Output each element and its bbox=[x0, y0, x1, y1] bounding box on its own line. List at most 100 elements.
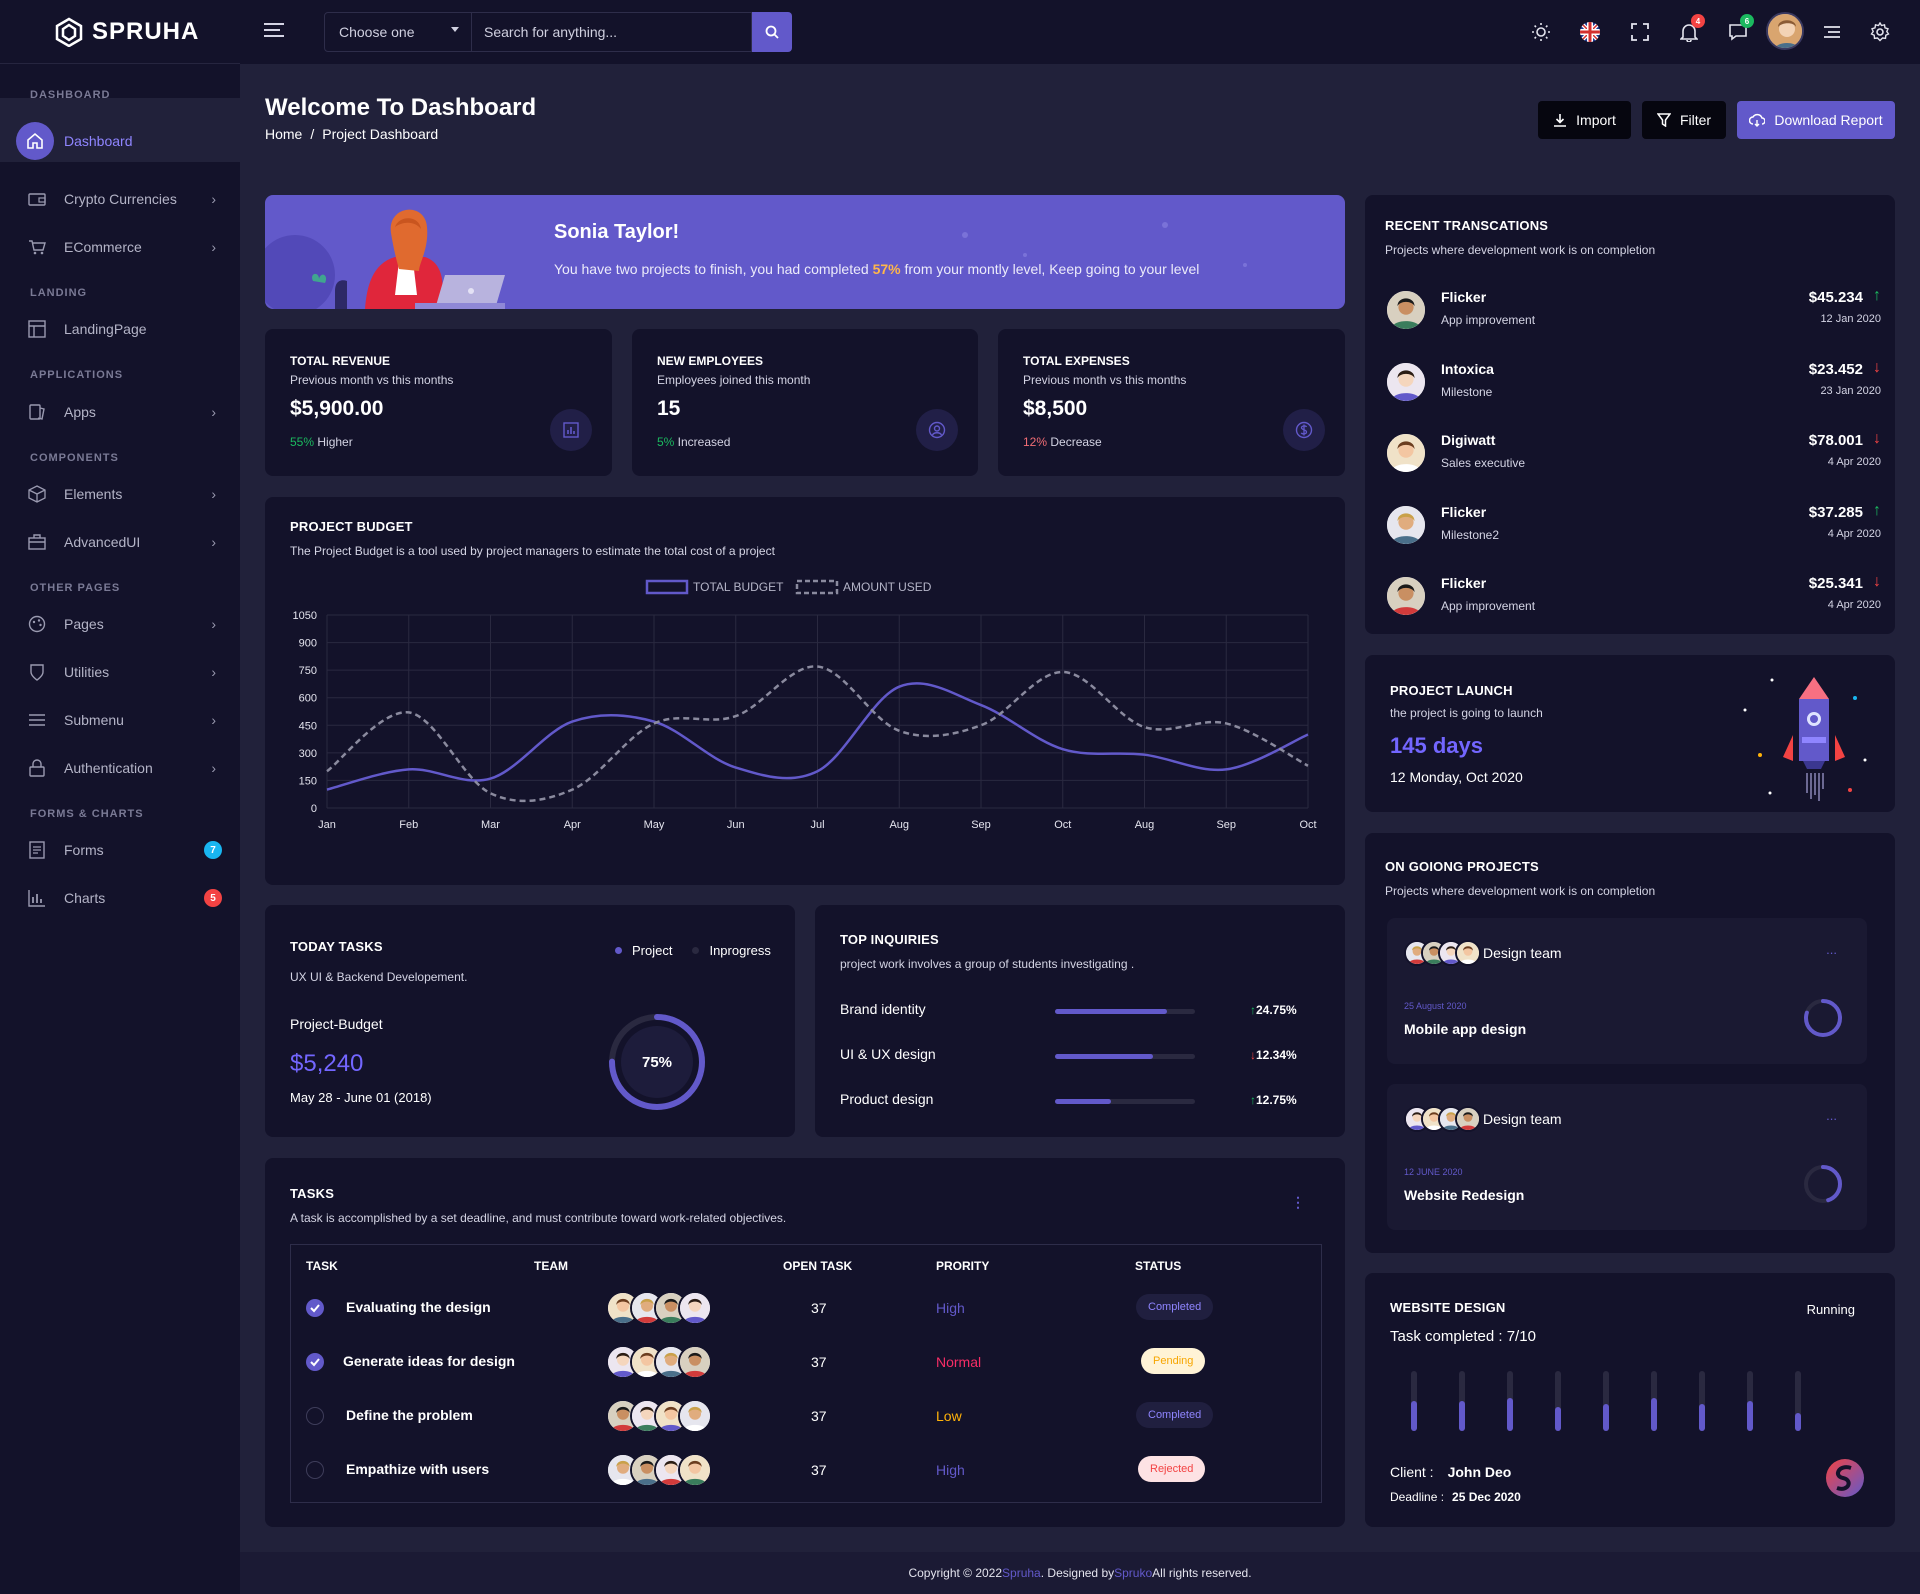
card-title: ON GOIONG PROJECTS bbox=[1385, 859, 1539, 874]
checkbox-checked[interactable] bbox=[306, 1353, 324, 1371]
deadline-value: 25 Dec 2020 bbox=[1452, 1490, 1521, 1504]
bar-fill bbox=[1411, 1401, 1417, 1431]
sidebar-item-dashboard[interactable]: Dashboard bbox=[0, 118, 240, 164]
search-placeholder: Search for anything... bbox=[484, 24, 618, 40]
category-select[interactable]: Choose one bbox=[324, 12, 472, 52]
breadcrumb-separator: / bbox=[310, 126, 315, 142]
sidebar-item-label: Apps bbox=[64, 404, 96, 420]
x-tick-label: Oct bbox=[1054, 819, 1071, 831]
checkbox-checked[interactable] bbox=[306, 1299, 324, 1317]
checkbox-unchecked[interactable] bbox=[306, 1461, 324, 1479]
user-avatar[interactable] bbox=[1766, 12, 1804, 50]
stat-percent: 5% bbox=[657, 435, 675, 449]
message-icon[interactable]: 6 bbox=[1724, 14, 1754, 46]
inquiry-bar bbox=[1055, 1009, 1195, 1014]
forms-badge: 7 bbox=[204, 841, 222, 859]
sidebar-item-elements[interactable]: Elements › bbox=[0, 476, 240, 512]
import-button[interactable]: Import bbox=[1538, 101, 1631, 139]
sidebar-item-ecommerce[interactable]: ECommerce › bbox=[0, 229, 240, 265]
chart-legend: Project Inprogress bbox=[615, 943, 771, 958]
sidebar-item-advancedui[interactable]: AdvancedUI › bbox=[0, 524, 240, 560]
open-task-count: 37 bbox=[811, 1408, 827, 1424]
transaction-name: Digiwatt bbox=[1441, 432, 1496, 448]
card-title: TODAY TASKS bbox=[290, 939, 383, 954]
card-title: RECENT TRANSCATIONS bbox=[1385, 218, 1549, 233]
project-budget-card: PROJECT BUDGET The Project Budget is a t… bbox=[265, 497, 1345, 885]
recent-transactions-card: RECENT TRANSCATIONS Projects where devel… bbox=[1365, 195, 1895, 634]
avatar bbox=[1455, 1106, 1481, 1132]
x-tick-label: Jun bbox=[727, 819, 745, 831]
sidebar-item-charts[interactable]: Charts 5 bbox=[0, 880, 240, 916]
more-horizontal-icon[interactable]: ... bbox=[1826, 1108, 1837, 1123]
project-card-mobile-app[interactable]: Design team ... 25 August 2020 Mobile ap… bbox=[1387, 918, 1867, 1064]
uk-flag-icon[interactable] bbox=[1576, 18, 1604, 46]
progress-arc bbox=[1804, 1165, 1842, 1203]
search-input[interactable]: Search for anything... bbox=[472, 12, 752, 52]
project-card-website-redesign[interactable]: Design team ... 12 JUNE 2020 Website Red… bbox=[1387, 1084, 1867, 1230]
stat-percent: 55% bbox=[290, 435, 315, 449]
download-report-label: Download Report bbox=[1774, 112, 1883, 128]
more-vertical-icon[interactable]: ⋮ bbox=[1291, 1194, 1305, 1210]
footer-designed-text: . Designed by bbox=[1040, 1566, 1115, 1580]
avatar bbox=[1455, 940, 1481, 966]
sidebar-right-toggle-icon[interactable] bbox=[1818, 18, 1846, 46]
brand-logo[interactable]: SPRUHA bbox=[0, 0, 240, 64]
transaction-date: 23 Jan 2020 bbox=[1820, 384, 1881, 397]
more-horizontal-icon[interactable]: ... bbox=[1826, 942, 1837, 957]
task-name: Generate ideas for design bbox=[343, 1353, 515, 1369]
transaction-row[interactable]: Flicker App improvement $25.341 ↓ 4 Apr 2020 bbox=[1385, 573, 1881, 625]
briefcase-icon bbox=[26, 531, 48, 553]
sidebar-item-forms[interactable]: Forms 7 bbox=[0, 832, 240, 868]
stat-title: TOTAL EXPENSES bbox=[1023, 354, 1130, 368]
breadcrumb-current: Project Dashboard bbox=[322, 126, 439, 142]
y-tick-label: 300 bbox=[299, 748, 317, 760]
x-tick-label: Aug bbox=[1135, 819, 1155, 831]
chevron-right-icon: › bbox=[211, 239, 216, 255]
footer-designer-link[interactable]: Spruko bbox=[1114, 1566, 1153, 1580]
priority-label: Low bbox=[936, 1408, 962, 1424]
inquiry-percent: ↓12.34% bbox=[1250, 1048, 1297, 1062]
transaction-amount: $45.234 bbox=[1808, 289, 1863, 306]
footer-brand-link[interactable]: Spruha bbox=[1002, 1566, 1041, 1580]
sidebar-item-crypto[interactable]: Crypto Currencies › bbox=[0, 181, 240, 217]
website-progress-bars bbox=[1411, 1371, 1801, 1431]
transaction-row[interactable]: Flicker Milestone2 $37.285 ↑ 4 Apr 2020 bbox=[1385, 502, 1881, 554]
sidebar-item-apps[interactable]: Apps › bbox=[0, 394, 240, 430]
fullscreen-icon[interactable] bbox=[1626, 18, 1654, 46]
sidebar-item-label: Crypto Currencies bbox=[64, 191, 177, 207]
sidebar-item-utilities[interactable]: Utilities › bbox=[0, 654, 240, 690]
transaction-row[interactable]: Flicker App improvement $45.234 ↑ 12 Jan 202… bbox=[1385, 287, 1881, 339]
message-badge: 6 bbox=[1740, 14, 1754, 28]
task-completed: Task completed : 7/10 bbox=[1390, 1328, 1536, 1345]
sidebar-item-landingpage[interactable]: LandingPage bbox=[0, 311, 240, 347]
stat-subtitle: Employees joined this month bbox=[657, 373, 811, 387]
transaction-row[interactable]: Digiwatt Sales executive $78.001 ↓ 4 Apr 202… bbox=[1385, 430, 1881, 482]
settings-gear-icon[interactable] bbox=[1866, 18, 1894, 46]
transaction-row[interactable]: Intoxica Milestone $23.452 ↓ 23 Jan 2020 bbox=[1385, 359, 1881, 411]
sidebar-item-submenu[interactable]: Submenu › bbox=[0, 702, 240, 738]
banner-percent: 57% bbox=[872, 261, 901, 277]
sidebar-item-authentication[interactable]: Authentication › bbox=[0, 750, 240, 786]
download-report-button[interactable]: Download Report bbox=[1737, 101, 1895, 139]
x-tick-label: Mar bbox=[481, 819, 500, 831]
wallet-icon bbox=[26, 188, 48, 210]
checkbox-unchecked[interactable] bbox=[306, 1407, 324, 1425]
card-subtitle: the project is going to launch bbox=[1390, 706, 1543, 720]
hamburger-icon[interactable] bbox=[263, 21, 285, 39]
notification-bell-icon[interactable]: 4 bbox=[1675, 14, 1705, 46]
theme-toggle-sun-icon[interactable] bbox=[1527, 18, 1555, 46]
bar-fill bbox=[1555, 1407, 1561, 1431]
chevron-right-icon: › bbox=[211, 191, 216, 207]
tasks-card: TASKS A task is accomplished by a set de… bbox=[265, 1158, 1345, 1527]
filter-label: Filter bbox=[1679, 112, 1712, 128]
breadcrumb-home[interactable]: Home bbox=[265, 126, 303, 142]
card-subtitle: A task is accomplished by a set deadline… bbox=[290, 1211, 787, 1225]
filter-button[interactable]: Filter bbox=[1642, 101, 1726, 139]
search-button[interactable] bbox=[752, 12, 792, 52]
transaction-desc: Milestone bbox=[1441, 384, 1493, 399]
document-icon bbox=[26, 839, 48, 861]
inquiry-bar bbox=[1055, 1054, 1195, 1059]
y-tick-label: 1050 bbox=[293, 610, 317, 622]
status-badge: Rejected bbox=[1138, 1456, 1206, 1482]
sidebar-item-pages[interactable]: Pages › bbox=[0, 606, 240, 642]
